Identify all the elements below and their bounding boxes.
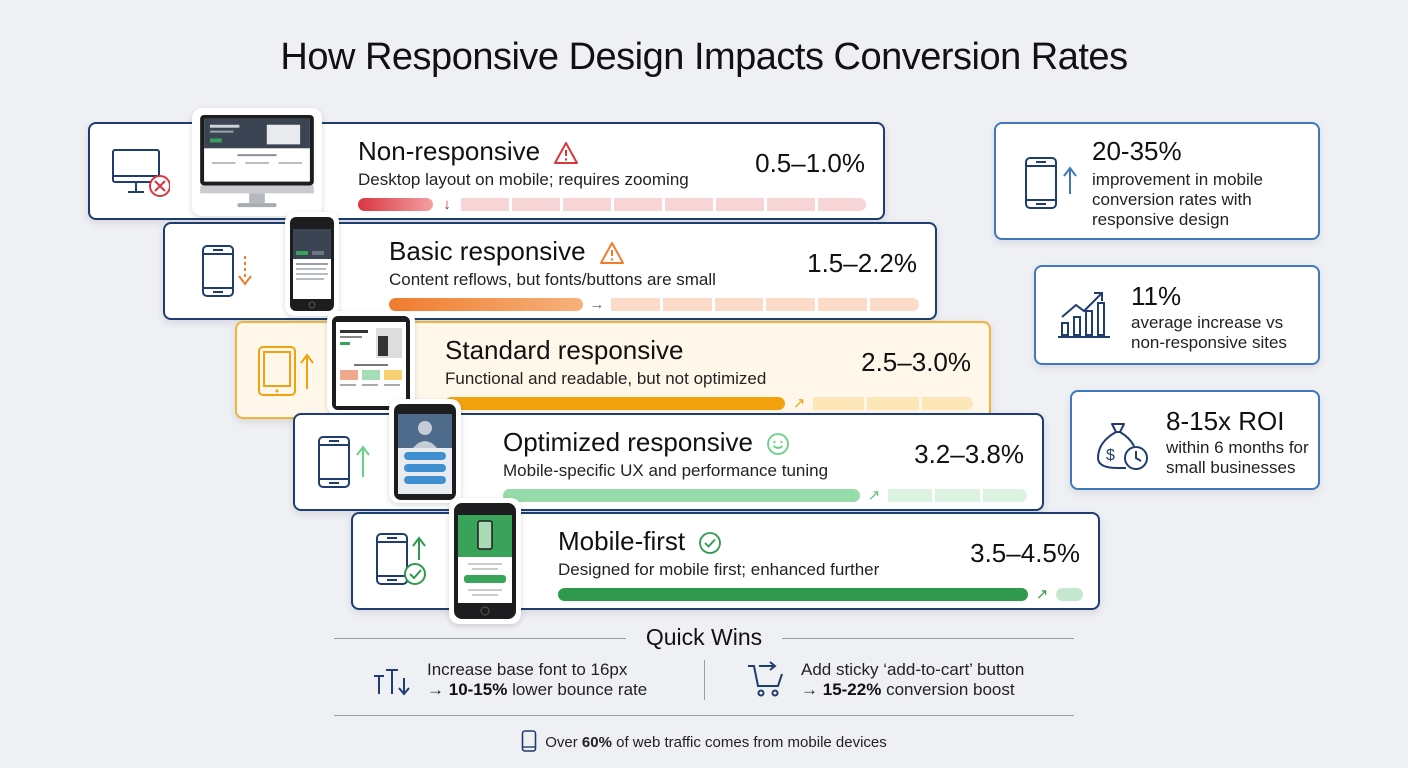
divider xyxy=(704,660,705,700)
conversion-bar: ↗ xyxy=(445,395,973,412)
tier-name: Standard responsive xyxy=(445,335,684,365)
svg-text:$: $ xyxy=(1106,447,1115,464)
stat-text-line: small businesses xyxy=(1166,458,1296,477)
stat-value: 20-35% xyxy=(1092,136,1182,166)
arrow-down-icon: ↓ xyxy=(443,196,451,213)
quick-wins-title: Quick Wins xyxy=(645,624,763,650)
stat-text-line: improvement in mobile xyxy=(1092,170,1264,189)
smile-icon xyxy=(767,433,790,456)
tier-name: Optimized responsive xyxy=(503,427,753,457)
tier-basic-responsive: Basic responsive Content reflows, but fo… xyxy=(163,212,937,320)
phone-icon xyxy=(521,730,537,752)
tier-rate: 2.5–3.0% xyxy=(861,347,971,377)
phone-screenshot xyxy=(449,498,521,624)
tier-mobile-first: Mobile-first Designed for mobile first; … xyxy=(351,498,1100,624)
phone-screenshot xyxy=(389,399,461,503)
divider xyxy=(334,715,1074,716)
cart-arrow-icon xyxy=(748,661,783,697)
quick-win-text: lower bounce rate xyxy=(507,680,648,699)
tier-description: Desktop layout on mobile; requires zoomi… xyxy=(358,170,689,189)
stat-text-line: average increase vs xyxy=(1131,313,1284,332)
growth-chart-icon xyxy=(1058,292,1110,338)
phone-check-icon xyxy=(376,533,426,585)
phone-arrow-up-icon xyxy=(318,436,370,488)
quick-win-text: conversion boost xyxy=(881,680,1015,699)
arrow-up-right-icon: ↗ xyxy=(1035,586,1049,603)
tier-name: Mobile-first xyxy=(558,526,686,556)
stat-text-line: responsive design xyxy=(1092,210,1230,229)
check-circle-icon xyxy=(699,532,722,555)
tier-rate: 3.2–3.8% xyxy=(914,439,1024,469)
tier-name: Non-responsive xyxy=(358,136,541,166)
arrow-text: → xyxy=(801,680,823,699)
quick-win-value: 10-15% xyxy=(448,680,508,699)
phone-arrow-up-icon xyxy=(1025,157,1077,209)
tier-rate: 3.5–4.5% xyxy=(970,538,1080,568)
arrow-right-icon: → xyxy=(589,296,605,313)
tier-description: Designed for mobile first; enhanced furt… xyxy=(558,560,880,579)
divider xyxy=(334,638,626,639)
desktop-error-icon xyxy=(112,149,170,197)
phone-arrow-down-icon xyxy=(202,245,252,297)
tier-description: Content reflows, but fonts/buttons are s… xyxy=(389,270,716,289)
tier-optimized-responsive: Optimized responsive Mobile-specific UX … xyxy=(293,399,1044,511)
stat-text-line: non-responsive sites xyxy=(1131,333,1287,352)
footer-text: of web traffic comes from mobile devices xyxy=(611,734,887,751)
quick-win-item: Increase base font to 16px → 10-15% lowe… xyxy=(427,660,647,700)
arrow-text: → xyxy=(427,680,449,699)
footer-value: 60% xyxy=(581,734,612,751)
stat-card-average-increase: 11% average increase vs non-responsive s… xyxy=(1034,265,1320,365)
phone-screenshot xyxy=(285,212,339,316)
warning-icon xyxy=(554,142,579,165)
quick-win-text: Add sticky ‘add-to-cart’ button xyxy=(801,660,1025,679)
tier-description: Functional and readable, but not optimiz… xyxy=(445,369,767,388)
stat-card-improvement: 20-35% improvement in mobile conversion … xyxy=(994,122,1320,240)
stat-value: 8-15x ROI xyxy=(1166,406,1285,436)
conversion-bar: ↗ xyxy=(503,487,1027,504)
tier-rate: 1.5–2.2% xyxy=(807,248,917,278)
conversion-bar: ↓ xyxy=(358,196,866,213)
font-size-icon xyxy=(374,669,410,696)
divider xyxy=(782,638,1074,639)
quick-win-text: Increase base font to 16px xyxy=(427,660,628,679)
stat-text-line: within 6 months for xyxy=(1166,438,1309,457)
tier-name: Basic responsive xyxy=(389,236,586,266)
arrow-up-right-icon: ↗ xyxy=(867,487,881,504)
quick-win-value: 15-22% xyxy=(822,680,882,699)
warning-icon xyxy=(599,242,624,265)
conversion-bar: ↗ xyxy=(558,586,1083,603)
tablet-arrow-up-icon xyxy=(258,346,314,396)
stat-card-roi: $ 8-15x ROI within 6 months for small bu… xyxy=(1070,390,1320,490)
tier-non-responsive: Non-responsive Desktop layout on mobile;… xyxy=(88,108,885,220)
tier-description: Mobile-specific UX and performance tunin… xyxy=(503,461,829,480)
money-bag-clock-icon: $ xyxy=(1096,423,1148,470)
desktop-screenshot xyxy=(192,108,322,216)
tier-standard-responsive: Standard responsive Functional and reada… xyxy=(235,311,991,419)
tablet-screenshot xyxy=(327,311,415,415)
tier-rate: 0.5–1.0% xyxy=(755,148,865,178)
stat-value: 11% xyxy=(1131,281,1182,311)
footer-text: Over xyxy=(545,734,582,751)
stat-text-line: conversion rates with xyxy=(1092,190,1252,209)
arrow-up-right-icon: ↗ xyxy=(792,395,806,412)
footer-note: Over 60% of web traffic comes from mobil… xyxy=(0,730,1408,752)
conversion-bar: → xyxy=(389,296,919,313)
page-title: How Responsive Design Impacts Conversion… xyxy=(280,36,1128,78)
quick-win-item: Add sticky ‘add-to-cart’ button → 15-22%… xyxy=(801,660,1024,700)
